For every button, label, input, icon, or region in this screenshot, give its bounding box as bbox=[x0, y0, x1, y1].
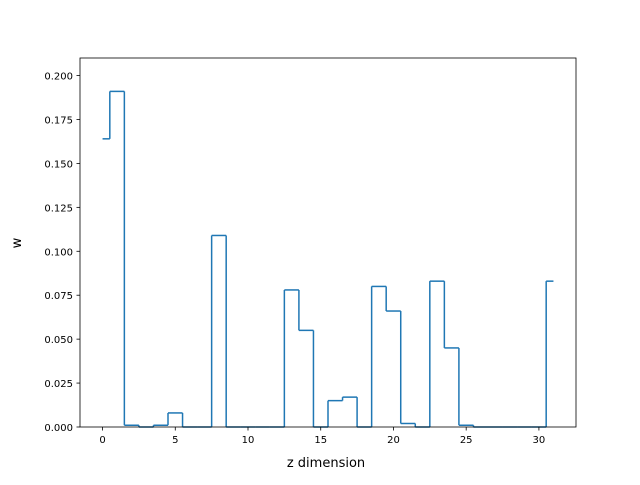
y-tick-label: 0.025 bbox=[44, 379, 73, 390]
x-axis-label: z dimension bbox=[287, 456, 365, 471]
axes-frame bbox=[79, 57, 577, 428]
y-tick-label: 0.075 bbox=[44, 291, 73, 302]
y-tick-label: 0.175 bbox=[44, 116, 73, 127]
y-tick-label: 0.125 bbox=[44, 203, 73, 214]
x-tick-label: 30 bbox=[533, 435, 546, 446]
y-tick-label: 0.150 bbox=[44, 159, 73, 170]
x-tick-label: 20 bbox=[387, 435, 400, 446]
x-tick-label: 5 bbox=[172, 435, 178, 446]
plot-area bbox=[79, 57, 577, 428]
y-tick-label: 0.000 bbox=[44, 423, 73, 434]
y-tick-label: 0.100 bbox=[44, 247, 73, 258]
x-tick-label: 0 bbox=[99, 435, 105, 446]
x-tick-label: 15 bbox=[314, 435, 327, 446]
y-axis-ticks: 0.000 0.025 0.050 0.075 0.100 0.125 0.150 0.175… bbox=[44, 72, 80, 434]
y-tick-label: 0.050 bbox=[44, 335, 73, 346]
y-axis-label: w bbox=[10, 237, 25, 248]
y-tick-label: 0.200 bbox=[44, 72, 73, 83]
x-tick-label: 25 bbox=[460, 435, 473, 446]
x-axis-ticks: 0 5 10 15 20 25 30 bbox=[99, 427, 545, 446]
x-tick-label: 10 bbox=[242, 435, 255, 446]
